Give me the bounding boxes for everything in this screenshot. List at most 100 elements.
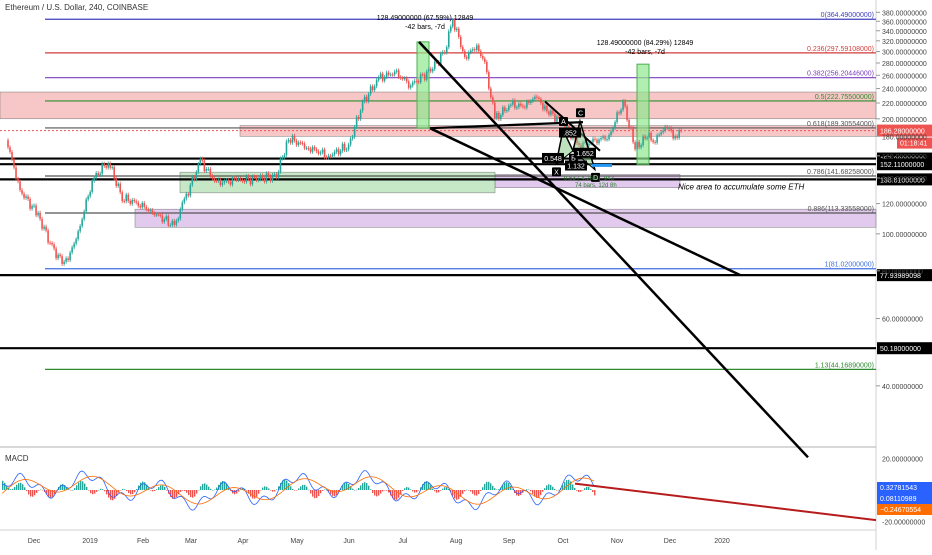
price-candle (149, 209, 152, 211)
macd-histogram-bar (476, 490, 478, 496)
harmonic-point-label: X (554, 169, 559, 176)
price-candle (283, 154, 286, 158)
macd-histogram-bar (126, 490, 128, 492)
price-candle (425, 71, 428, 80)
macd-histogram-bar (506, 482, 508, 490)
price-candle (433, 61, 436, 70)
macd-histogram-bar (180, 490, 182, 492)
y-tick-label: 320.00000000 (882, 39, 927, 46)
price-candle (540, 98, 542, 103)
price-candle (47, 230, 49, 243)
price-candle (486, 61, 488, 73)
macd-histogram-bar (62, 484, 64, 490)
measure-text: 128.49000000 (67.59%) 12849 (377, 15, 474, 22)
price-candle (532, 98, 534, 102)
macd-histogram-bar (162, 485, 164, 490)
price-candle (101, 163, 103, 174)
price-candle (159, 214, 162, 216)
macd-histogram-bar (270, 490, 272, 491)
macd-histogram-bar (226, 483, 228, 490)
price-candle (293, 135, 296, 141)
macd-histogram-bar (174, 490, 176, 499)
price-candle (544, 105, 546, 110)
price-candle (455, 28, 458, 31)
macd-histogram-bar (18, 483, 20, 490)
price-candle (317, 151, 320, 154)
support-price-label: 77.93989098 (880, 273, 921, 280)
fib-level-label: 1.13(44.16890000) (815, 362, 874, 369)
price-candle (614, 122, 616, 129)
macd-histogram-bar (278, 486, 280, 490)
price-candle (33, 205, 35, 207)
price-candle (538, 97, 540, 99)
macd-histogram-bar (436, 490, 438, 493)
y-tick-label: 120.00000000 (882, 202, 927, 209)
macd-histogram-bar (306, 486, 308, 490)
price-candle (277, 171, 280, 178)
price-candle (165, 216, 168, 220)
macd-histogram-bar (428, 482, 430, 490)
macd-histogram-bar (356, 489, 358, 491)
price-candle (251, 176, 254, 185)
price-candle (111, 167, 113, 169)
macd-histogram-bar (34, 490, 36, 496)
harmonic-point-label: A (561, 119, 566, 126)
macd-histogram-bar (456, 490, 458, 500)
macd-histogram-bar (312, 490, 314, 497)
macd-histogram-bar (194, 490, 196, 497)
macd-histogram-bar (572, 484, 574, 490)
macd-histogram-bar (16, 484, 18, 490)
price-candle (596, 139, 598, 144)
y-tick-label: 280.00000000 (882, 61, 927, 68)
macd-histogram-bar (238, 490, 240, 492)
macd-histogram-bar (422, 484, 424, 490)
price-candle (173, 220, 176, 225)
price-candle (363, 96, 366, 102)
x-tick-label: Dec (28, 538, 41, 545)
macd-histogram-bar (416, 490, 418, 493)
macd-histogram-bar (400, 490, 402, 495)
y-tick-label: 340.00000000 (882, 29, 927, 36)
harmonic-point-badge (576, 108, 585, 118)
price-candle (429, 68, 432, 72)
price-candle (85, 199, 87, 212)
price-candle (289, 139, 292, 143)
macd-histogram-bar (142, 481, 144, 490)
price-candle (145, 206, 148, 210)
price-candle (375, 80, 378, 87)
price-candle (307, 148, 310, 150)
macd-histogram-bar (510, 485, 512, 490)
price-candle (646, 137, 648, 139)
price-candle (305, 148, 308, 150)
macd-histogram-bar (102, 489, 104, 490)
macd-histogram-bar (528, 489, 530, 491)
macd-histogram-bar (326, 489, 328, 491)
price-candle (21, 190, 23, 194)
harmonic-point-badge (552, 167, 561, 177)
price-candle (524, 106, 526, 108)
price-candle (179, 209, 182, 219)
price-candle (327, 155, 330, 158)
macd-histogram-bar (564, 482, 566, 490)
macd-histogram-bar (204, 483, 206, 490)
price-candle (107, 163, 109, 168)
price-candle (359, 110, 362, 119)
price-candle (135, 201, 138, 203)
macd-histogram-bar (154, 490, 156, 491)
support-price-tag (877, 173, 932, 186)
price-candle (69, 252, 71, 261)
current-price-tag (877, 124, 932, 137)
macd-histogram-bar (438, 490, 440, 493)
macd-histogram-bar (308, 489, 310, 491)
price-candle (221, 182, 224, 185)
price-candle (484, 58, 486, 62)
price-candle (453, 20, 456, 31)
price-candle (463, 51, 466, 57)
macd-histogram-bar (368, 485, 370, 490)
trendline-top (429, 121, 584, 130)
macd-histogram-bar (388, 490, 390, 493)
price-candle (231, 177, 234, 185)
price-candle (245, 176, 248, 182)
